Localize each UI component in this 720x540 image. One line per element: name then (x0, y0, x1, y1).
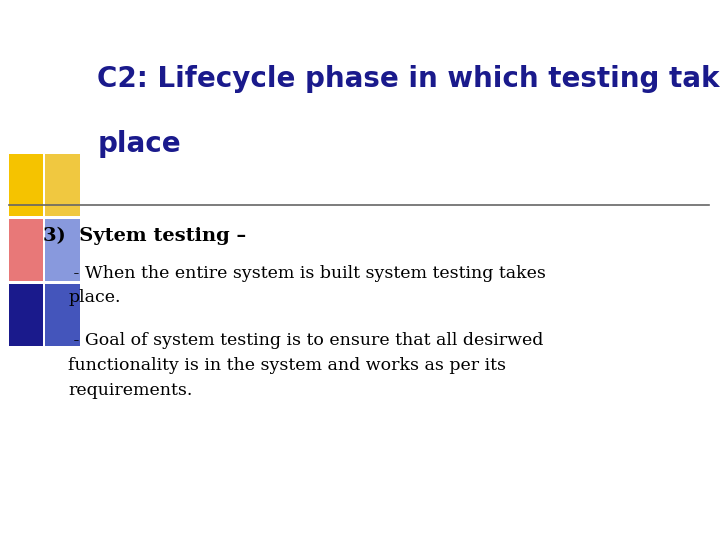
Bar (45, 154, 80, 216)
Text: - Goal of system testing is to ensure that all desirwed
functionality is in the : - Goal of system testing is to ensure th… (68, 332, 544, 399)
Text: C2: Lifecycle phase in which testing takes: C2: Lifecycle phase in which testing tak… (97, 65, 720, 93)
Bar (45, 219, 80, 281)
Text: place: place (97, 130, 181, 158)
Text: 3)  Sytem testing –: 3) Sytem testing – (43, 227, 246, 245)
Bar (9, 219, 43, 281)
Bar (45, 284, 80, 346)
Bar (9, 284, 43, 346)
Bar (9, 154, 43, 216)
Text: - When the entire system is built system testing takes
place.: - When the entire system is built system… (68, 265, 546, 306)
